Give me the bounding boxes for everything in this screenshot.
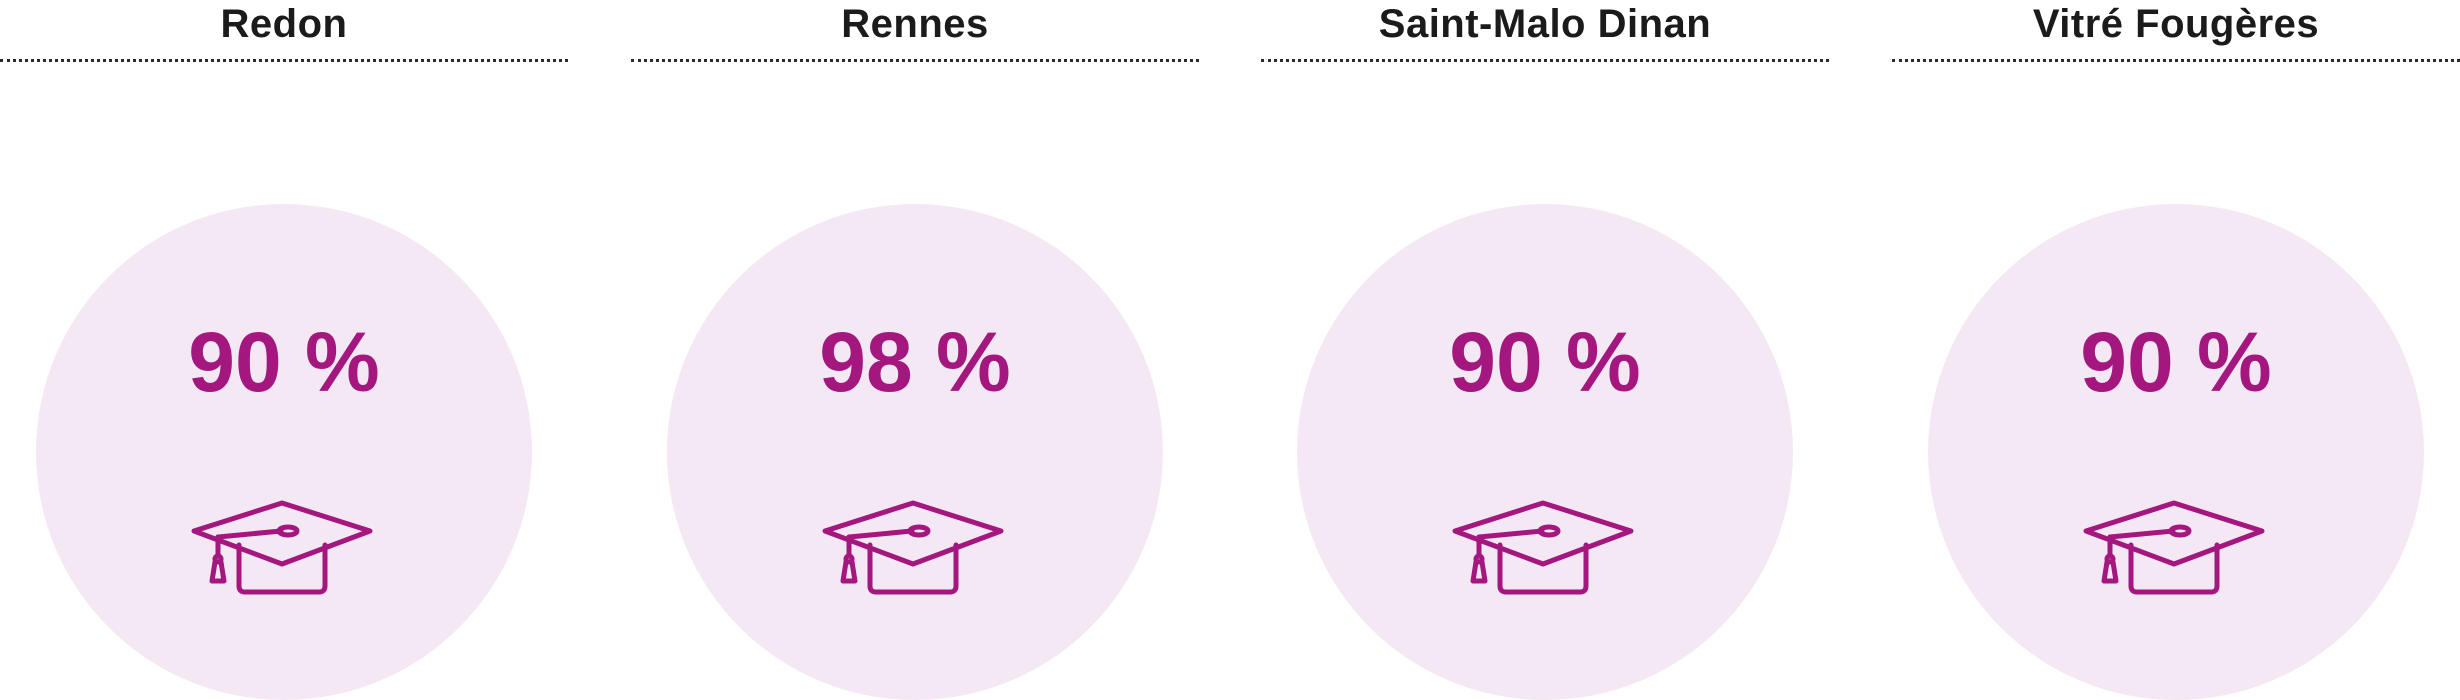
graduation-cap-icon [191, 500, 373, 595]
stat-circle: 90 % [1297, 204, 1793, 700]
stat-value: 90 % [2080, 315, 2272, 409]
stat-panel: Saint-Malo Dinan 90 % [1261, 0, 1829, 700]
stat-value: 98 % [819, 315, 1011, 409]
stat-panel: Vitré Fougères 90 % [1892, 0, 2460, 700]
panel-title: Rennes [841, 2, 989, 46]
panel-title: Redon [220, 2, 348, 46]
stat-circle: 98 % [667, 204, 1163, 700]
dotted-divider [1261, 59, 1829, 62]
panel-title: Saint-Malo Dinan [1378, 2, 1712, 46]
dotted-divider [631, 59, 1199, 62]
dotted-divider [1892, 59, 2460, 62]
graduation-cap-icon [2083, 500, 2265, 595]
stat-panel: Rennes 98 % [631, 0, 1199, 700]
stat-panel: Redon 90 % [0, 0, 568, 700]
dotted-divider [0, 59, 568, 62]
stat-circle: 90 % [1928, 204, 2424, 700]
panel-title: Vitré Fougères [2032, 2, 2320, 46]
graduation-cap-icon [1452, 500, 1634, 595]
stat-value: 90 % [1449, 315, 1641, 409]
graduation-cap-icon [822, 500, 1004, 595]
stat-circle: 90 % [36, 204, 532, 700]
stat-value: 90 % [188, 315, 380, 409]
